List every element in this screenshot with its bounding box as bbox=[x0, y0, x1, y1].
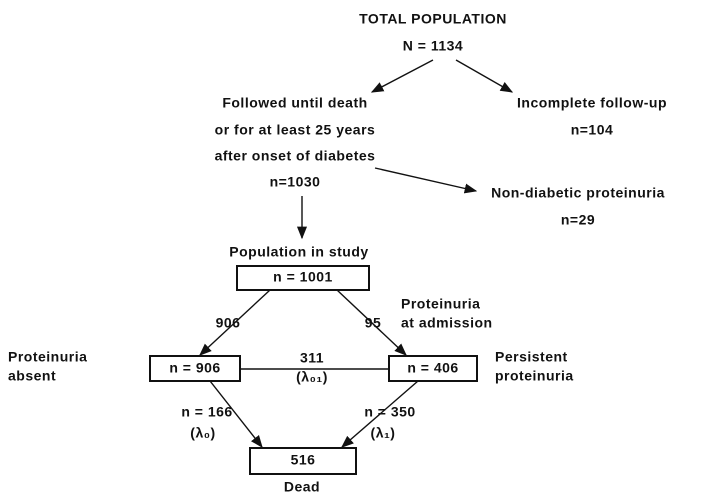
arrows bbox=[199, 59, 514, 448]
label: Proteinuria bbox=[401, 296, 480, 312]
label: Followed until death bbox=[222, 95, 367, 111]
count: 516 bbox=[291, 452, 316, 468]
arrow bbox=[199, 289, 271, 356]
label: or for at least 25 years bbox=[215, 122, 376, 138]
label: Proteinuria bbox=[8, 349, 87, 365]
arrow bbox=[209, 380, 263, 448]
label: after onset of diabetes bbox=[215, 148, 376, 164]
box bbox=[149, 355, 241, 382]
count: n = 1001 bbox=[273, 269, 333, 285]
total: N = 1134 bbox=[403, 38, 463, 54]
count: n=1030 bbox=[270, 174, 321, 190]
box bbox=[236, 265, 370, 291]
edge-label: (λ₁) bbox=[371, 425, 396, 441]
label: absent bbox=[8, 368, 56, 384]
arrow bbox=[455, 59, 514, 93]
edge-label: 311 bbox=[300, 350, 324, 366]
arrow bbox=[374, 167, 478, 194]
count: n=29 bbox=[561, 212, 595, 228]
arrow bbox=[336, 289, 407, 356]
box bbox=[388, 355, 478, 382]
box bbox=[249, 447, 357, 475]
count: n = 906 bbox=[169, 360, 220, 376]
label: Population in study bbox=[229, 244, 368, 260]
edge-label: (λ₀₁) bbox=[296, 369, 328, 385]
edge-label: 95 bbox=[365, 315, 382, 331]
arrow bbox=[341, 380, 419, 448]
label: at admission bbox=[401, 315, 493, 331]
arrow bbox=[370, 59, 434, 93]
title: TOTAL POPULATION bbox=[359, 11, 507, 27]
label: proteinuria bbox=[495, 368, 574, 384]
count: n = 406 bbox=[407, 360, 458, 376]
count: n=104 bbox=[571, 122, 614, 138]
edge-label: (λ₀) bbox=[190, 425, 215, 441]
label: Dead bbox=[284, 479, 320, 495]
edge-label: 906 bbox=[216, 315, 241, 331]
label: Incomplete follow-up bbox=[517, 95, 667, 111]
label: Non-diabetic proteinuria bbox=[491, 185, 665, 201]
edge-label: n = 350 bbox=[364, 404, 415, 420]
edge-label: n = 166 bbox=[181, 404, 232, 420]
label: Persistent bbox=[495, 349, 568, 365]
